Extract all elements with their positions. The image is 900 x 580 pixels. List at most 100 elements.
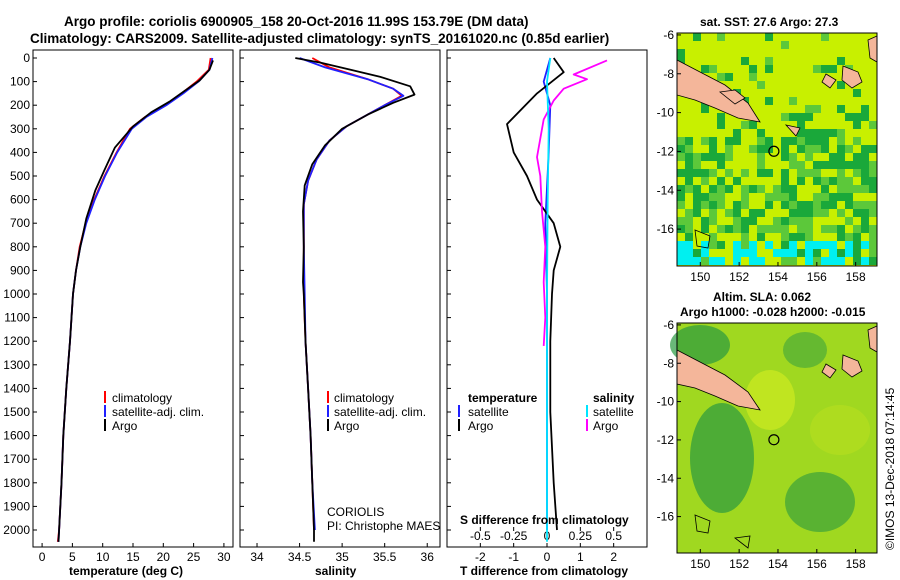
sst-cell-cyan (861, 257, 869, 265)
sst-cell (853, 257, 861, 265)
sst-cell-cyan (757, 257, 765, 265)
y-tick-label: 0 (23, 51, 30, 65)
sst-cell (757, 137, 765, 145)
sst-cell (725, 209, 733, 217)
sst-cell (709, 201, 717, 209)
sla-anomaly (810, 405, 870, 455)
y-tick-label: 800 (10, 240, 30, 254)
series-line-satellite-adj-clim- (57, 57, 214, 542)
sst-cell (789, 193, 797, 201)
sst-cell-cyan (733, 249, 741, 257)
sst-cell (829, 193, 837, 201)
sst-cell (685, 209, 693, 217)
sst-cell (861, 169, 869, 177)
sst-cell-cyan (813, 241, 821, 249)
sst-cell (733, 209, 741, 217)
sla-anomaly (785, 472, 855, 532)
sst-cell (845, 185, 853, 193)
figure-title-line2: Climatology: CARS2009. Satellite-adjuste… (30, 31, 609, 46)
sst-cell (789, 97, 797, 105)
sst-cell-cyan (717, 257, 725, 265)
sst-cell (821, 193, 829, 201)
sst-cell (821, 225, 829, 233)
sst-cell (765, 201, 773, 209)
sst-cell (709, 137, 717, 145)
lat-tick-label: -10 (657, 395, 675, 409)
sst-cell (781, 233, 789, 241)
argo-location-marker (768, 145, 780, 157)
sst-cell (853, 137, 861, 145)
legend-label-satellite: satellite-adj. clim. (112, 405, 204, 419)
sst-cell (741, 57, 749, 65)
sst-cell (805, 153, 813, 161)
lon-tick-label: 150 (690, 270, 710, 284)
sst-cell (829, 153, 837, 161)
sst-map-title: sat. SST: 27.6 Argo: 27.3 (700, 15, 839, 29)
x-tick-label: 2 (610, 550, 617, 564)
y-tick-label: 200 (10, 98, 30, 112)
x-tick-label: 30 (217, 550, 231, 564)
sst-cell (717, 113, 725, 121)
sst-cell-cyan (709, 257, 717, 265)
sla-map-anomalies (670, 325, 870, 532)
series-line-s-satellite (546, 57, 552, 542)
lat-tick-label: -8 (663, 67, 674, 81)
sst-cell-cyan (733, 241, 741, 249)
sst-cell (677, 137, 685, 145)
sst-cell (701, 201, 709, 209)
sst-cell (829, 129, 837, 137)
sst-cell (837, 161, 845, 169)
sst-cell (853, 153, 861, 161)
sst-map-lat-axis: -6 -8 -10 -12 -14 -16 (657, 28, 681, 236)
sst-cell (805, 105, 813, 113)
x-tick-label: 0 (544, 550, 551, 564)
sst-cell (869, 161, 877, 169)
sst-cell (837, 233, 845, 241)
sst-cell-cyan (677, 257, 685, 265)
sla-map-lon-axis: 150 152 154 156 158 (690, 549, 866, 571)
sst-cell (765, 193, 773, 201)
y-tick-label: 1600 (3, 429, 30, 443)
argo-location-marker (768, 434, 780, 446)
sst-cell (861, 177, 869, 185)
top-x-tick-label: -0.25 (500, 529, 528, 543)
sst-cell (789, 161, 797, 169)
sst-cell (733, 225, 741, 233)
lon-tick-label: 150 (690, 557, 710, 571)
sst-cell (781, 169, 789, 177)
x-tick-label: -2 (475, 550, 486, 564)
top-x-tick-label: 0.25 (569, 529, 593, 543)
sst-cell (685, 153, 693, 161)
x-tick-label: 34.5 (288, 550, 312, 564)
difference-x-axis: -2 -1 0 1 2 (475, 543, 617, 564)
y-tick-label: 100 (10, 75, 30, 89)
sst-cell (813, 145, 821, 153)
sst-cell-cyan (829, 241, 837, 249)
sst-cell (677, 201, 685, 209)
sla-anomaly (690, 403, 754, 513)
sst-cell (709, 65, 717, 73)
sst-cell (693, 201, 701, 209)
sst-cell (757, 169, 765, 177)
sst-cell (773, 193, 781, 201)
sst-cell (757, 153, 765, 161)
sst-cell (749, 217, 757, 225)
sst-cell (853, 185, 861, 193)
sst-cell (845, 201, 853, 209)
sst-cell (861, 225, 869, 233)
sst-cell (685, 217, 693, 225)
sst-cell (853, 89, 861, 97)
salinity-depth-ticks (240, 57, 244, 531)
salinity-x-label: salinity (315, 564, 357, 578)
sst-cell (749, 145, 757, 153)
difference-depth-ticks (447, 57, 451, 531)
sst-cell-cyan (789, 249, 797, 257)
sst-cell (853, 161, 861, 169)
legend-label-argo: Argo (112, 419, 138, 433)
sst-cell (741, 233, 749, 241)
pi-credit: PI: Christophe MAES (327, 519, 440, 533)
sst-cell (725, 169, 733, 177)
sst-cell (797, 137, 805, 145)
sst-cell (677, 49, 685, 57)
